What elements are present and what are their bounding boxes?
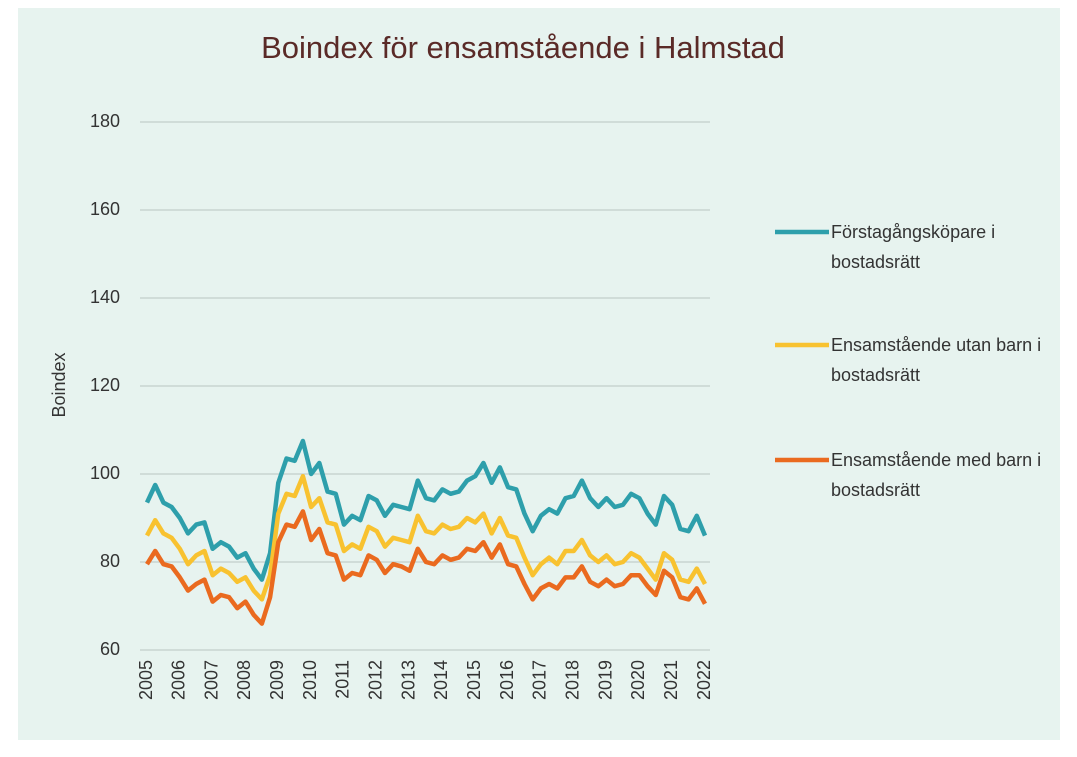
x-tick-label: 2012 xyxy=(366,660,386,700)
y-tick-label: 80 xyxy=(100,551,120,571)
x-tick-label: 2017 xyxy=(530,660,550,700)
y-axis-label: Boindex xyxy=(49,352,69,417)
x-tick-label: 2008 xyxy=(234,660,254,700)
x-tick-label: 2015 xyxy=(464,660,484,700)
x-tick-label: 2020 xyxy=(628,660,648,700)
chart-background xyxy=(18,8,1060,740)
y-tick-label: 160 xyxy=(90,199,120,219)
y-tick-label: 140 xyxy=(90,287,120,307)
y-tick-label: 180 xyxy=(90,111,120,131)
legend-label: Ensamstående utan barn i bostadsrätt xyxy=(831,335,1042,385)
data-line xyxy=(145,473,707,602)
x-tick-label: 2019 xyxy=(595,660,615,700)
data-line xyxy=(144,438,708,582)
x-tick-label: 2022 xyxy=(694,660,714,700)
x-tick-label: 2010 xyxy=(300,660,320,700)
x-tick-label: 2013 xyxy=(398,660,418,700)
x-tick-label: 2007 xyxy=(201,660,221,700)
x-tick-label: 2016 xyxy=(497,660,517,700)
y-tick-label: 120 xyxy=(90,375,120,395)
x-tick-label: 2021 xyxy=(661,660,681,700)
x-tick-label: 2005 xyxy=(136,660,156,700)
y-tick-label: 60 xyxy=(100,639,120,659)
legend-label: Förstagångsköpare i bostadsrätt xyxy=(831,222,996,272)
legend-label: Ensamstående med barn i bostadsrätt xyxy=(831,450,1042,500)
x-tick-label: 2009 xyxy=(267,660,287,700)
x-tick-label: 2014 xyxy=(431,660,451,700)
x-tick-label: 2011 xyxy=(333,660,353,699)
y-tick-label: 100 xyxy=(90,463,120,483)
data-line xyxy=(145,509,707,626)
x-tick-label: 2018 xyxy=(562,660,582,700)
x-tick-label: 2006 xyxy=(169,660,189,700)
chart-title: Boindex för ensamstående i Halmstad xyxy=(261,30,785,65)
